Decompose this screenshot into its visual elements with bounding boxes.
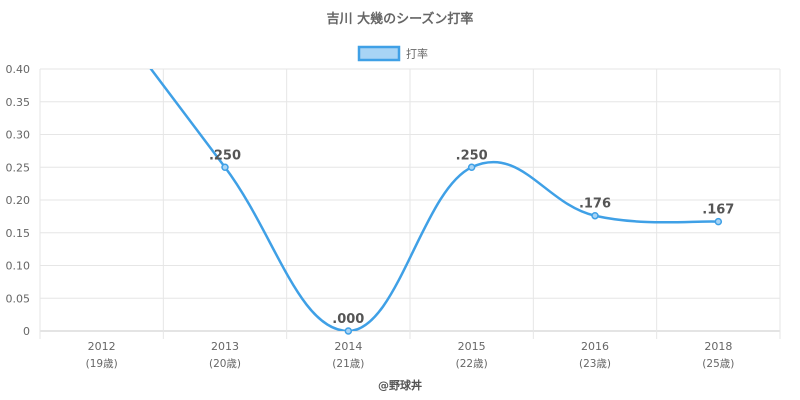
x-tick-sublabel: (25歳) bbox=[702, 358, 734, 370]
x-tick-label: 2015 bbox=[458, 340, 486, 353]
y-tick-label: 0.40 bbox=[6, 63, 31, 76]
y-tick-label: 0.25 bbox=[6, 161, 31, 174]
data-point bbox=[467, 163, 476, 171]
y-tick-label: 0.15 bbox=[6, 227, 31, 240]
data-point bbox=[221, 163, 229, 171]
x-tick-label: 2014 bbox=[334, 340, 362, 353]
legend-label: 打率 bbox=[406, 47, 428, 61]
y-tick-label: 0.10 bbox=[6, 260, 31, 273]
data-labels: .250 .000 .250 .176 .167 bbox=[209, 148, 734, 327]
grid bbox=[39, 68, 781, 339]
x-tick-label: 2012 bbox=[88, 340, 116, 353]
x-tick-label: 2013 bbox=[211, 340, 239, 353]
data-label: .176 bbox=[579, 197, 611, 212]
data-point bbox=[344, 327, 353, 335]
x-tick-label: 2016 bbox=[581, 340, 609, 353]
data-point bbox=[591, 211, 599, 220]
data-label: .000 bbox=[332, 312, 364, 327]
legend-swatch bbox=[357, 45, 401, 62]
credit-text: @野球丼 bbox=[378, 378, 422, 392]
data-point bbox=[714, 217, 723, 226]
x-tick-sublabel: (21歳) bbox=[332, 358, 364, 370]
y-tick-label: 0.05 bbox=[6, 292, 31, 305]
y-tick-label: 0 bbox=[23, 325, 30, 338]
y-tick-label: 0.35 bbox=[6, 96, 31, 109]
chart-title: 吉川 大幾のシーズン打率 bbox=[327, 11, 474, 27]
x-axis-ticks: 2012 (19歳) 2013 (20歳) 2014 (21歳) 2015 (22歳) 2016… bbox=[86, 340, 735, 370]
y-axis-ticks: 0 0.05 0.10 0.15 0.20 0.25 0.30 0.35 0.40 bbox=[6, 63, 31, 338]
x-tick-sublabel: (22歳) bbox=[456, 358, 488, 370]
legend: 打率 bbox=[357, 45, 428, 62]
x-tick-sublabel: (23歳) bbox=[579, 358, 611, 370]
x-tick-sublabel: (19歳) bbox=[86, 358, 118, 370]
data-points bbox=[221, 163, 723, 335]
y-tick-label: 0.30 bbox=[6, 129, 31, 142]
data-label: .250 bbox=[209, 148, 241, 163]
data-label: .167 bbox=[702, 203, 734, 218]
x-tick-sublabel: (20歳) bbox=[209, 358, 241, 370]
x-tick-label: 2018 bbox=[704, 340, 732, 353]
y-tick-label: 0.20 bbox=[6, 194, 31, 207]
data-label: .250 bbox=[456, 148, 488, 163]
